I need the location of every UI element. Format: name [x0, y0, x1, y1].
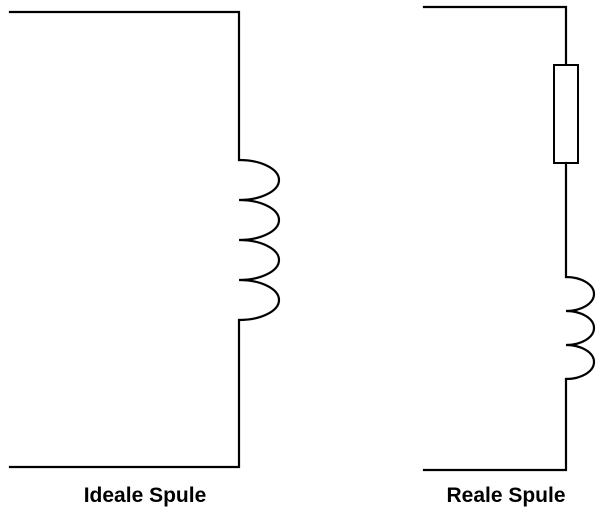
real-coil-label: Reale Spule [446, 484, 565, 507]
ideal-top-wire [8, 10, 241, 162]
ideal-inductor-coil [237, 158, 281, 322]
real-inductor-coil [564, 275, 596, 381]
ideal-bottom-wire [8, 318, 241, 469]
real-bottom-wire [422, 377, 568, 472]
resistor [553, 64, 579, 164]
real-top-wire [422, 5, 568, 67]
ideal-coil-circuit: Ideale Spule [8, 10, 281, 507]
real-coil-circuit: Reale Spule [422, 5, 596, 507]
ideal-coil-label: Ideale Spule [84, 484, 207, 507]
